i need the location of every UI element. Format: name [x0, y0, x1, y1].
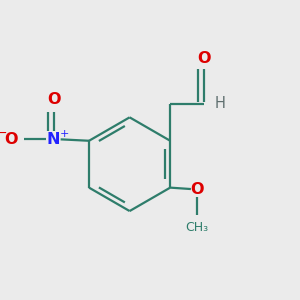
Text: CH₃: CH₃ — [186, 220, 209, 234]
Text: −: − — [0, 127, 7, 140]
Text: +: + — [60, 129, 70, 139]
Text: O: O — [47, 92, 60, 107]
Text: N: N — [47, 132, 60, 147]
Text: H: H — [215, 96, 226, 111]
Text: O: O — [197, 50, 211, 65]
Text: O: O — [4, 132, 18, 147]
Text: O: O — [190, 182, 204, 196]
